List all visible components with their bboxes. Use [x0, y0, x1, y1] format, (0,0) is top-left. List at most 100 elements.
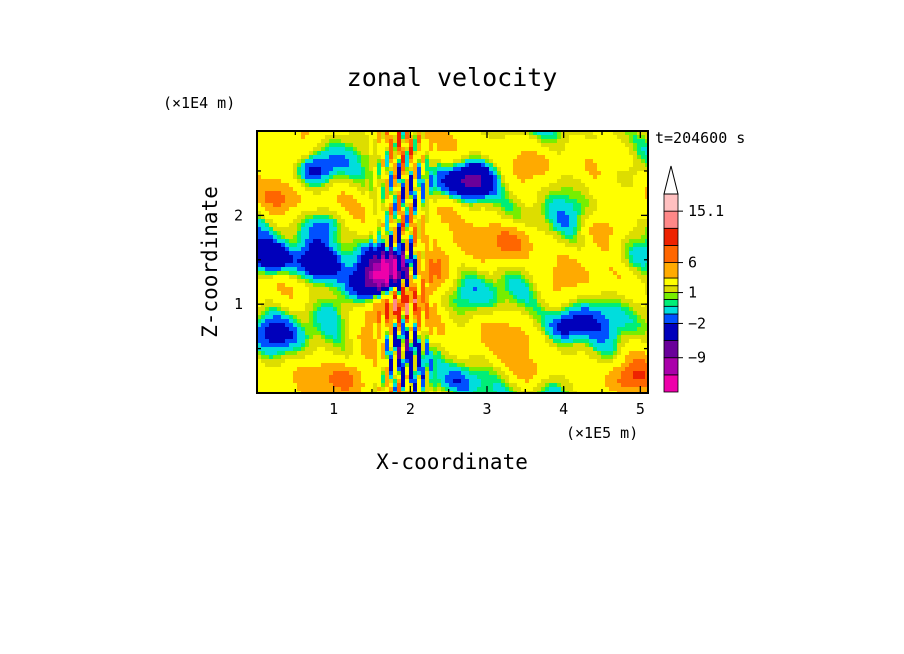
heatmap-cell	[597, 315, 602, 320]
heatmap-cell	[433, 135, 438, 140]
heatmap-cell	[469, 203, 474, 208]
heatmap-cell	[397, 131, 402, 136]
heatmap-cell	[325, 311, 330, 316]
heatmap-cell	[329, 223, 334, 228]
heatmap-cell	[365, 171, 370, 176]
heatmap-cell	[385, 171, 390, 176]
heatmap-cell	[477, 259, 482, 264]
heatmap-cell	[549, 323, 554, 328]
heatmap-cell	[261, 283, 266, 288]
heatmap-cell	[321, 171, 326, 176]
heatmap-cell	[329, 211, 334, 216]
heatmap-cell	[637, 199, 642, 204]
heatmap-cell	[461, 139, 466, 144]
heatmap-cell	[533, 179, 538, 184]
heatmap-cell	[429, 191, 434, 196]
heatmap-cell	[353, 295, 358, 300]
heatmap-cell	[369, 175, 374, 180]
heatmap-cell	[357, 331, 362, 336]
heatmap-cell	[461, 203, 466, 208]
heatmap-cell	[577, 283, 582, 288]
heatmap-cell	[309, 215, 314, 220]
heatmap-cell	[449, 267, 454, 272]
heatmap-cell	[277, 147, 282, 152]
heatmap-cell	[393, 211, 398, 216]
heatmap-cell	[369, 155, 374, 160]
heatmap-cell	[297, 171, 302, 176]
heatmap-cell	[537, 135, 542, 140]
heatmap-cell	[309, 187, 314, 192]
heatmap-cell	[365, 235, 370, 240]
heatmap-cell	[445, 191, 450, 196]
heatmap-cell	[645, 183, 648, 188]
heatmap-cell	[469, 327, 474, 332]
heatmap-cell	[601, 287, 606, 292]
heatmap-cell	[361, 215, 366, 220]
heatmap-cell	[429, 187, 434, 192]
heatmap-cell	[365, 259, 370, 264]
heatmap-cell	[533, 239, 538, 244]
heatmap-cell	[401, 267, 406, 272]
heatmap-cell	[377, 247, 382, 252]
heatmap-cell	[485, 171, 490, 176]
heatmap-cell	[505, 171, 510, 176]
heatmap-cell	[265, 147, 270, 152]
heatmap-cell	[381, 131, 386, 136]
heatmap-cell	[281, 327, 286, 332]
heatmap-cell	[457, 331, 462, 336]
heatmap-cell	[593, 279, 598, 284]
heatmap-cell	[501, 327, 506, 332]
heatmap-cell	[525, 291, 530, 296]
heatmap-cell	[537, 271, 542, 276]
heatmap-cell	[473, 219, 478, 224]
heatmap-cell	[329, 191, 334, 196]
heatmap-cell	[317, 303, 322, 308]
heatmap-cell	[497, 199, 502, 204]
heatmap-cell	[341, 323, 346, 328]
heatmap-cell	[609, 247, 614, 252]
heatmap-cell	[601, 263, 606, 268]
heatmap-cell	[489, 215, 494, 220]
heatmap-cell	[529, 163, 534, 168]
heatmap-cell	[269, 319, 274, 324]
heatmap-cell	[377, 259, 382, 264]
heatmap-cell	[637, 215, 642, 220]
heatmap-cell	[589, 215, 594, 220]
heatmap-cell	[453, 279, 458, 284]
heatmap-cell	[449, 227, 454, 232]
heatmap-cell	[265, 247, 270, 252]
heatmap-cell	[525, 159, 530, 164]
heatmap-cell	[389, 143, 394, 148]
heatmap-cell	[485, 267, 490, 272]
heatmap-cell	[405, 179, 410, 184]
heatmap-cell	[601, 167, 606, 172]
heatmap-cell	[621, 187, 626, 192]
heatmap-cell	[349, 175, 354, 180]
heatmap-cell	[473, 303, 478, 308]
heatmap-cell	[257, 155, 262, 160]
heatmap-cell	[509, 223, 514, 228]
heatmap-cell	[277, 319, 282, 324]
heatmap-cell	[621, 255, 626, 260]
heatmap-cell	[485, 155, 490, 160]
heatmap-cell	[353, 211, 358, 216]
heatmap-cell	[417, 279, 422, 284]
heatmap-cell	[369, 139, 374, 144]
heatmap-cell	[389, 139, 394, 144]
heatmap-cell	[257, 315, 262, 320]
heatmap-cell	[257, 195, 262, 200]
heatmap-cell	[377, 163, 382, 168]
heatmap-cell	[613, 131, 618, 136]
heatmap-cell	[389, 331, 394, 336]
heatmap-cell	[337, 259, 342, 264]
heatmap-cell	[609, 143, 614, 148]
heatmap-cell	[441, 255, 446, 260]
heatmap-cell	[525, 183, 530, 188]
heatmap-cell	[441, 159, 446, 164]
heatmap-cell	[489, 271, 494, 276]
heatmap-cell	[537, 199, 542, 204]
heatmap-cell	[473, 155, 478, 160]
heatmap-cell	[641, 207, 646, 212]
heatmap-cell	[437, 279, 442, 284]
heatmap-cell	[565, 231, 570, 236]
